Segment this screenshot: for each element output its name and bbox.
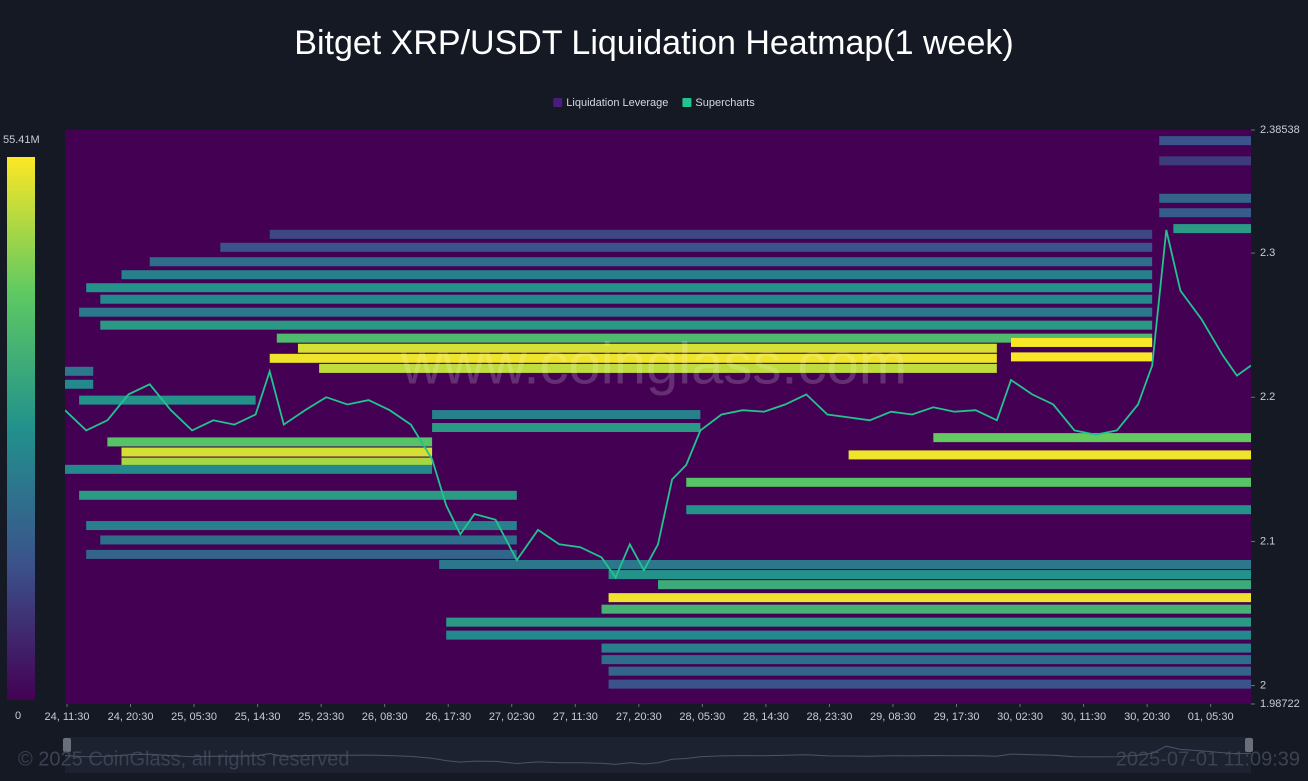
liquidation-band: [149, 257, 1153, 267]
liquidation-band: [121, 447, 433, 457]
liquidation-band: [100, 535, 517, 545]
legend-label: Liquidation Leverage: [566, 97, 668, 109]
liquidation-band: [439, 559, 1251, 569]
x-tick-label: 25, 14:30: [235, 711, 281, 723]
liquidation-band: [65, 464, 433, 474]
liquidation-band: [1159, 156, 1251, 166]
liquidation-band: [686, 477, 1251, 487]
price-line: [65, 229, 1251, 580]
x-tick-label: 30, 20:30: [1124, 711, 1170, 723]
y-tick-label: 2.1: [1260, 535, 1275, 547]
x-tick-label: 28, 05:30: [679, 711, 725, 723]
x-tick-label: 25, 23:30: [298, 711, 344, 723]
liquidation-band: [276, 333, 1153, 343]
liquidation-band: [446, 617, 1251, 627]
x-tick-label: 27, 02:30: [489, 711, 535, 723]
liquidation-band: [107, 437, 433, 447]
liquidation-band: [86, 283, 1153, 293]
colorbar: [7, 157, 35, 700]
liquidation-band: [933, 433, 1251, 443]
plot-area: [65, 130, 1251, 704]
liquidation-band: [121, 457, 433, 467]
liquidation-band: [1159, 136, 1251, 146]
liquidation-band: [269, 229, 1153, 239]
x-tick-label: 28, 23:30: [806, 711, 852, 723]
x-tick-label: 30, 11:30: [1061, 711, 1106, 723]
y-tick-label: 1.98722: [1260, 698, 1300, 710]
x-tick-label: 25, 05:30: [171, 711, 217, 723]
liquidation-band: [601, 655, 1251, 665]
liquidation-band: [269, 353, 997, 363]
x-tick-label: 30, 02:30: [997, 711, 1043, 723]
liquidation-band: [658, 580, 1251, 590]
liquidation-band: [65, 379, 94, 389]
legend: Liquidation Leverage Supercharts: [553, 97, 755, 109]
liquidation-band: [86, 549, 517, 559]
x-tick-label: 24, 11:30: [44, 711, 89, 723]
x-tick-label: 26, 17:30: [425, 711, 471, 723]
chart-title: Bitget XRP/USDT Liquidation Heatmap(1 we…: [294, 24, 1013, 62]
liquidation-band: [601, 604, 1251, 614]
liquidation-band: [79, 307, 1153, 317]
liquidation-band: [432, 423, 701, 433]
x-tick-label: 28, 14:30: [743, 711, 789, 723]
x-tick-label: 26, 08:30: [362, 711, 408, 723]
x-tick-label: 29, 17:30: [934, 711, 980, 723]
liquidation-band: [100, 294, 1153, 304]
x-tick-label: 27, 20:30: [616, 711, 662, 723]
x-tick-label: 29, 08:30: [870, 711, 916, 723]
liquidation-band: [686, 505, 1251, 515]
y-tick-label: 2.3: [1260, 247, 1275, 259]
liquidation-band: [601, 643, 1251, 653]
liquidation-band: [86, 521, 517, 531]
y-tick-label: 2: [1260, 679, 1266, 691]
navigator-line: [64, 745, 1252, 765]
colorbar-label: 0: [15, 710, 21, 722]
navigator-handle[interactable]: [63, 738, 71, 752]
liquidation-band: [65, 366, 94, 376]
liquidation-band: [1010, 352, 1153, 362]
liquidation-band: [220, 242, 1153, 252]
x-tick-label: 24, 20:30: [108, 711, 154, 723]
liquidation-band: [848, 450, 1251, 460]
legend-swatch: [553, 98, 563, 107]
navigator-handle[interactable]: [1245, 738, 1253, 752]
watermark: www.coinglass.com: [400, 331, 907, 396]
legend-label: Supercharts: [695, 97, 755, 109]
liquidation-band: [1159, 208, 1251, 218]
liquidation-band: [608, 593, 1251, 603]
liquidation-band: [1010, 337, 1153, 347]
colorbar-label: 55.41M: [3, 134, 40, 146]
liquidation-band: [608, 570, 1251, 580]
liquidation-band: [608, 666, 1251, 676]
liquidation-band: [319, 363, 997, 373]
footer-copyright: © 2025 CoinGlass, all rights reserved: [18, 748, 350, 770]
y-tick-label: 2.2: [1260, 391, 1275, 403]
y-tick-label: 2.38538: [1260, 124, 1300, 136]
liquidation-band: [79, 395, 256, 405]
footer-timestamp: 2025-07-01 11:09:39: [1116, 748, 1300, 770]
liquidation-band: [100, 320, 1153, 330]
liquidation-band: [79, 490, 517, 500]
liquidation-band: [432, 410, 701, 420]
x-tick-label: 01, 05:30: [1188, 711, 1234, 723]
liquidation-band: [1159, 193, 1251, 203]
liquidation-band: [1173, 224, 1251, 234]
liquidation-band: [121, 270, 1153, 280]
liquidation-band: [297, 343, 997, 353]
liquidation-band: [608, 679, 1251, 689]
legend-swatch: [682, 98, 692, 107]
liquidation-band: [446, 630, 1251, 640]
x-tick-label: 27, 11:30: [553, 711, 598, 723]
